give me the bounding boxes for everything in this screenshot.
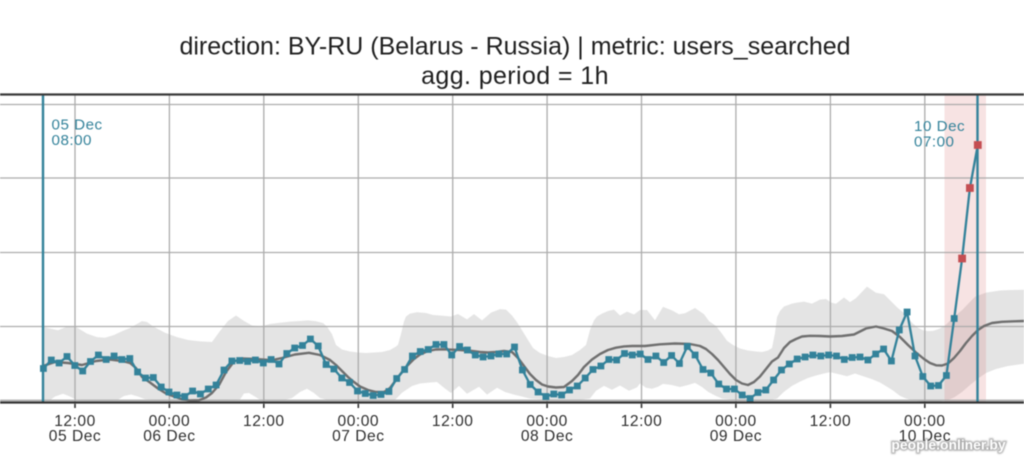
svg-text:09 Dec: 09 Dec <box>710 428 762 445</box>
svg-text:agg. period = 1h: agg. period = 1h <box>421 62 609 90</box>
svg-text:08 Dec: 08 Dec <box>521 428 573 445</box>
svg-text:10 Dec: 10 Dec <box>899 428 951 445</box>
svg-text:people.onliner.by: people.onliner.by <box>891 437 1006 453</box>
svg-text:08:00: 08:00 <box>52 132 93 149</box>
svg-text:05 Dec: 05 Dec <box>49 428 101 445</box>
svg-text:people.onliner.by: people.onliner.by <box>891 437 1006 453</box>
svg-text:12:00: 12:00 <box>810 413 852 430</box>
svg-text:00:00: 00:00 <box>904 413 946 430</box>
svg-text:07 Dec: 07 Dec <box>332 428 384 445</box>
svg-text:05 Dec: 05 Dec <box>52 117 103 134</box>
svg-text:00:00: 00:00 <box>149 413 191 430</box>
svg-text:direction: BY-RU (Belarus - Ru: direction: BY-RU (Belarus - Russia) | me… <box>179 33 850 61</box>
svg-text:00:00: 00:00 <box>338 413 380 430</box>
svg-text:12:00: 12:00 <box>621 413 663 430</box>
svg-text:06 Dec: 06 Dec <box>143 428 195 445</box>
svg-text:12:00: 12:00 <box>243 413 285 430</box>
svg-text:07:00: 07:00 <box>914 134 955 151</box>
svg-text:12:00: 12:00 <box>432 413 474 430</box>
svg-text:10 Dec: 10 Dec <box>914 118 965 135</box>
svg-text:12:00: 12:00 <box>54 413 96 430</box>
svg-text:00:00: 00:00 <box>715 413 757 430</box>
svg-text:00:00: 00:00 <box>526 413 568 430</box>
